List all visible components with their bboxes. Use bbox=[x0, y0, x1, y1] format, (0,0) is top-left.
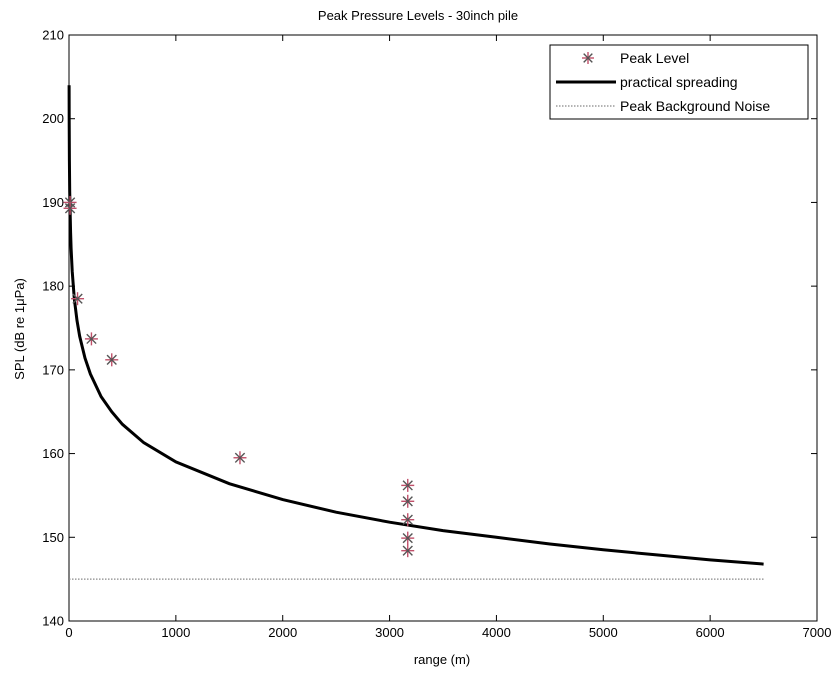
practical-spreading-line bbox=[67, 85, 764, 566]
y-tick-label: 140 bbox=[42, 614, 64, 629]
x-tick-label: 6000 bbox=[696, 625, 725, 640]
peak-level-point bbox=[63, 201, 77, 215]
peak-level-point bbox=[84, 332, 98, 346]
peak-level-point bbox=[401, 513, 415, 527]
y-tick-label: 160 bbox=[42, 446, 64, 461]
y-tick-label: 190 bbox=[42, 195, 64, 210]
legend-label: practical spreading bbox=[620, 74, 738, 90]
x-tick-label: 1000 bbox=[161, 625, 190, 640]
y-tick-label: 210 bbox=[42, 28, 64, 43]
x-axis-label: range (m) bbox=[414, 652, 470, 667]
x-tick-label: 5000 bbox=[589, 625, 618, 640]
x-tick-label: 0 bbox=[65, 625, 72, 640]
y-axis-label: SPL (dB re 1μPa) bbox=[12, 278, 27, 380]
x-tick-label: 7000 bbox=[803, 625, 832, 640]
peak-level-point bbox=[105, 353, 119, 367]
x-tick-label: 2000 bbox=[268, 625, 297, 640]
legend-marker-peak-level bbox=[582, 52, 594, 64]
x-tick-label: 4000 bbox=[482, 625, 511, 640]
chart-title: Peak Pressure Levels - 30inch pile bbox=[318, 8, 518, 23]
x-tick-label: 3000 bbox=[375, 625, 404, 640]
peak-level-point bbox=[401, 478, 415, 492]
y-tick-label: 180 bbox=[42, 279, 64, 294]
y-tick-label: 200 bbox=[42, 111, 64, 126]
legend: Peak Level practical spreading Peak Backgr… bbox=[549, 44, 809, 120]
y-tick-label: 150 bbox=[42, 530, 64, 545]
peak-level-point bbox=[71, 292, 85, 306]
legend-label: Peak Level bbox=[620, 50, 689, 66]
legend-label: Peak Background Noise bbox=[620, 98, 770, 114]
peak-level-point bbox=[401, 531, 415, 545]
peak-level-point bbox=[233, 451, 247, 465]
y-tick-label: 170 bbox=[42, 362, 64, 377]
peak-level-point bbox=[401, 494, 415, 508]
plot-frame bbox=[68, 34, 818, 622]
plot-area: 0 1000 2000 3000 4000 5000 6000 7000 140 150 160 17… bbox=[42, 28, 831, 641]
peak-level-point bbox=[401, 544, 415, 558]
